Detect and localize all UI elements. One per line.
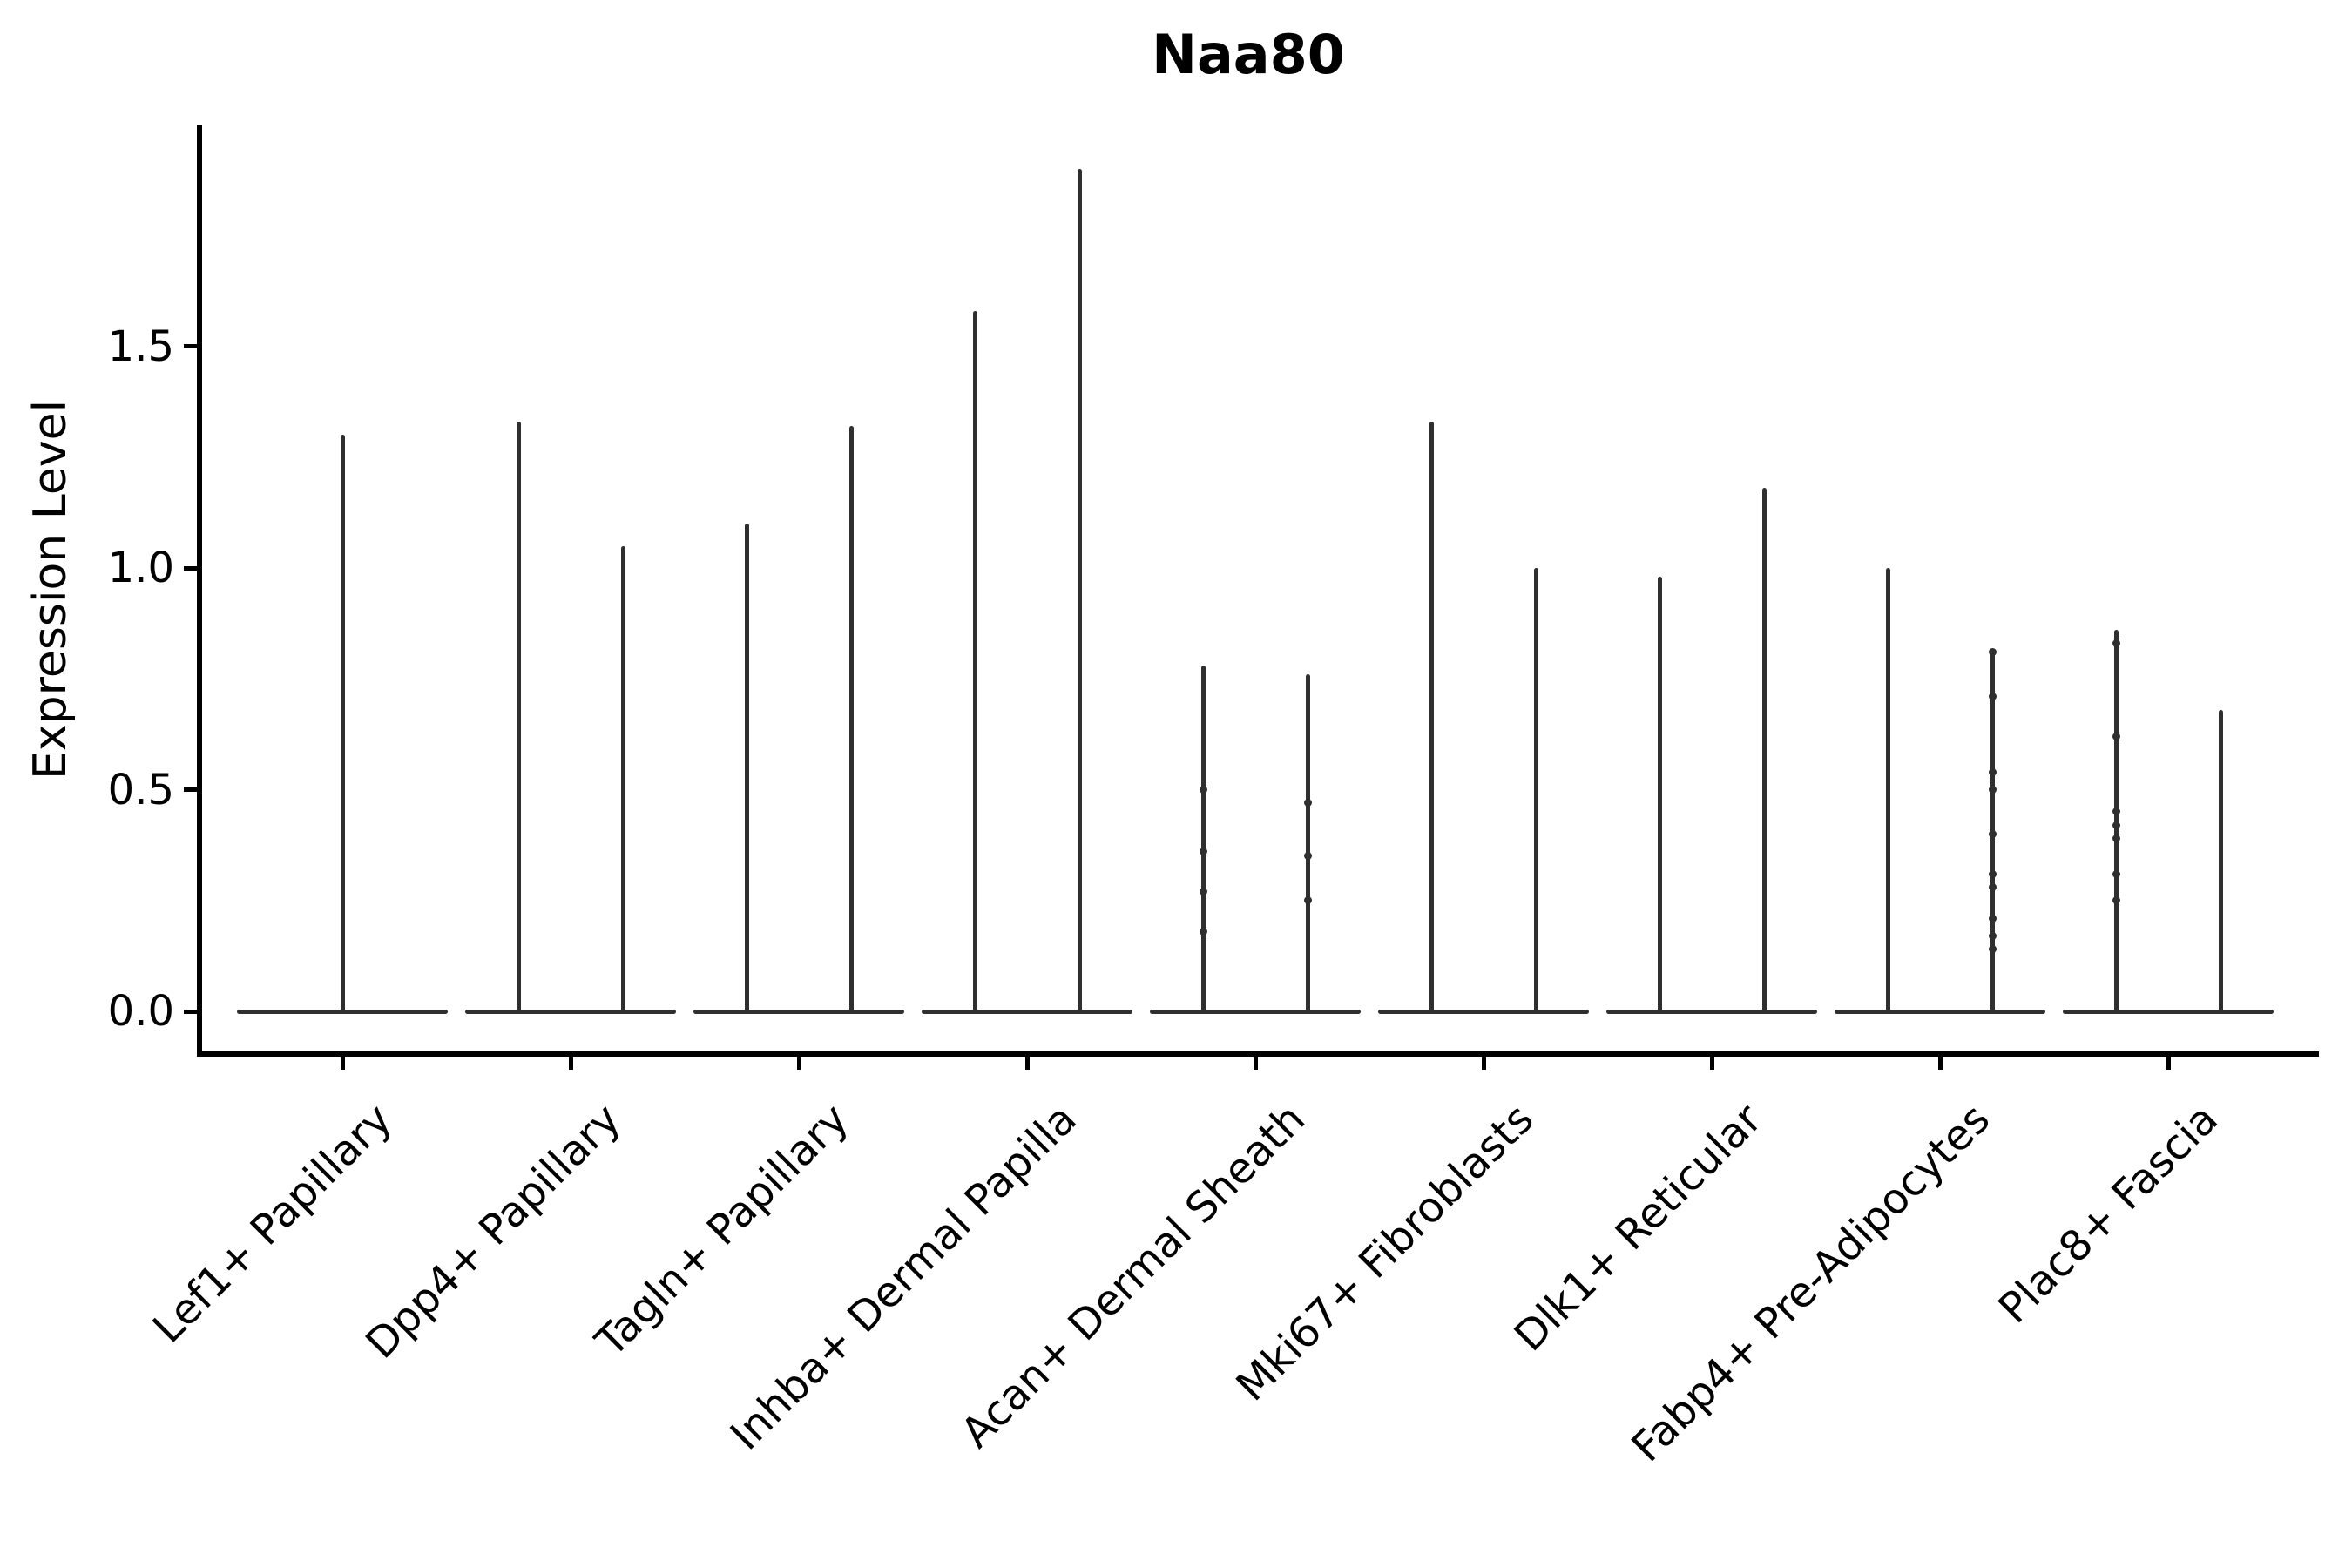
jitter-dot — [1303, 852, 1312, 861]
jitter-dot — [1199, 786, 1207, 794]
jitter-dot — [2112, 869, 2120, 878]
jitter-dot — [2112, 732, 2120, 740]
x-axis-spine — [197, 1051, 2319, 1057]
violin-baseline — [1378, 1009, 1589, 1014]
jitter-dot — [1988, 945, 1997, 954]
violin-spike — [516, 422, 521, 1013]
x-tick-label: Plac8+ Fascia — [1989, 1094, 2228, 1334]
x-tick — [1024, 1057, 1030, 1070]
jitter-dot — [1988, 882, 1997, 891]
violin-spike — [1885, 568, 1890, 1013]
y-tick-label: 1.5 — [107, 321, 174, 371]
x-tick — [340, 1057, 345, 1070]
x-tick — [2166, 1057, 2171, 1070]
violin-spike — [1200, 665, 1206, 1013]
x-tick-label: Lef1+ Papillary — [144, 1094, 402, 1353]
violin-baseline — [1835, 1009, 2045, 1014]
violin-spike — [972, 310, 977, 1013]
x-tick — [1253, 1057, 1258, 1070]
violin-spike — [1657, 577, 1662, 1013]
violin-spike — [620, 545, 625, 1013]
y-tick-label: 0.0 — [107, 987, 174, 1036]
jitter-dot — [1988, 693, 1997, 701]
jitter-dot — [1988, 931, 1997, 940]
y-tick — [184, 787, 197, 792]
jitter-dot — [2112, 896, 2120, 905]
jitter-dot — [1303, 896, 1312, 905]
jitter-dot — [2112, 639, 2120, 648]
y-tick-label: 1.0 — [107, 544, 174, 592]
violin-spike — [1761, 488, 1767, 1013]
violin-spike — [744, 524, 749, 1013]
violin-baseline — [465, 1009, 676, 1014]
jitter-dot — [2112, 808, 2120, 816]
jitter-dot — [1199, 888, 1207, 896]
y-axis-spine — [197, 125, 202, 1057]
chart-title: Naa80 — [1152, 23, 1345, 86]
jitter-dot — [1199, 848, 1207, 856]
violin-baseline — [693, 1009, 904, 1014]
violin-baseline — [1606, 1009, 1817, 1014]
jitter-dot — [2112, 834, 2120, 842]
x-tick — [1481, 1057, 1486, 1070]
x-tick-label: Tagln+ Papillary — [586, 1094, 859, 1367]
jitter-dot — [1988, 829, 1997, 838]
x-tick — [796, 1057, 801, 1070]
jitter-dot — [1988, 786, 1997, 794]
x-tick-label: Dpp4+ Papillary — [356, 1094, 631, 1369]
y-tick — [184, 565, 197, 571]
violin-baseline — [1150, 1009, 1361, 1014]
violin-baseline — [2063, 1009, 2274, 1014]
violin-baseline — [922, 1009, 1132, 1014]
x-tick-label: Dlk1+ Reticular — [1504, 1094, 1772, 1362]
jitter-dot — [1988, 869, 1997, 878]
x-tick — [568, 1057, 573, 1070]
y-tick — [184, 344, 197, 348]
x-tick — [1937, 1057, 1943, 1070]
violin-spike — [1429, 422, 1434, 1013]
violin-spike — [1305, 674, 1310, 1013]
violin-spike — [1077, 168, 1082, 1013]
x-tick — [1709, 1057, 1714, 1070]
jitter-dot — [1199, 927, 1207, 936]
jitter-dot — [1303, 799, 1312, 808]
y-tick — [184, 1009, 197, 1014]
jitter-dot — [1988, 914, 1997, 923]
violin-spike — [848, 426, 854, 1013]
violin-spike — [1533, 568, 1538, 1013]
y-tick-label: 0.5 — [107, 765, 174, 814]
jitter-dot — [2112, 821, 2120, 829]
jitter-dot — [1988, 767, 1997, 776]
violin-spike — [340, 435, 345, 1013]
violin-spike — [2218, 709, 2223, 1013]
jitter-dot — [1988, 648, 1997, 657]
